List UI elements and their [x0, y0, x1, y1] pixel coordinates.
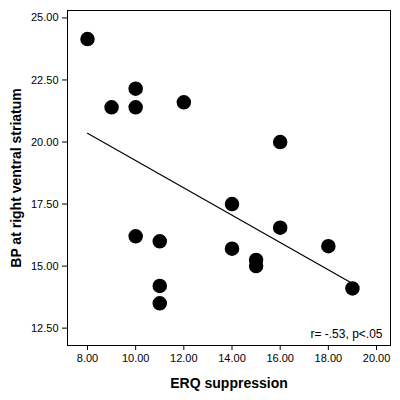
- svg-text:17.50: 17.50: [31, 198, 59, 210]
- svg-text:18.00: 18.00: [315, 352, 343, 364]
- svg-text:12.00: 12.00: [170, 352, 198, 364]
- svg-text:12.50: 12.50: [31, 322, 59, 334]
- svg-text:8.00: 8.00: [77, 352, 98, 364]
- svg-text:16.00: 16.00: [266, 352, 294, 364]
- svg-text:BP at right ventral striatum: BP at right ventral striatum: [8, 88, 24, 267]
- svg-text:14.00: 14.00: [218, 352, 246, 364]
- svg-text:r= -.53, p<.05: r= -.53, p<.05: [310, 327, 382, 341]
- svg-text:20.00: 20.00: [363, 352, 391, 364]
- svg-text:25.00: 25.00: [31, 11, 59, 23]
- svg-text:15.00: 15.00: [31, 260, 59, 272]
- svg-text:10.00: 10.00: [122, 352, 150, 364]
- svg-text:22.50: 22.50: [31, 74, 59, 86]
- svg-text:ERQ suppression: ERQ suppression: [170, 375, 287, 391]
- svg-text:20.00: 20.00: [31, 136, 59, 148]
